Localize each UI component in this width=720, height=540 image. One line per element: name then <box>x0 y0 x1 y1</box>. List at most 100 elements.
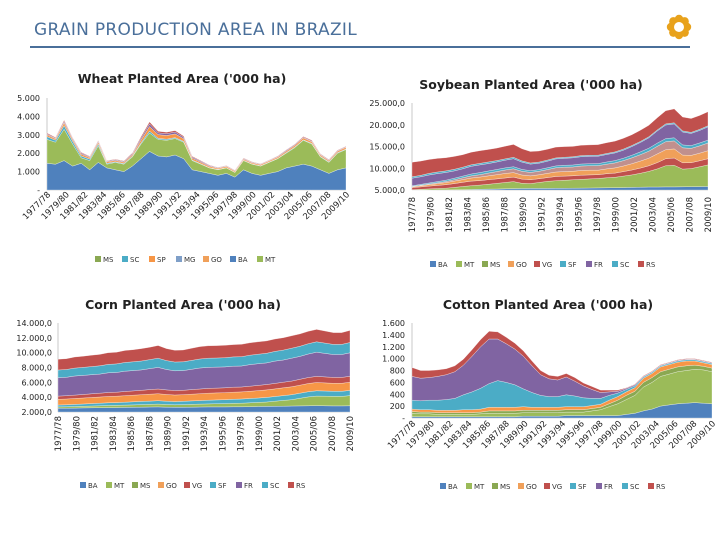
soybean-legend-swatch <box>612 261 618 267</box>
soybean-chart-title: Soybean Planted Area ('000 ha) <box>419 77 643 92</box>
wheat-legend-label: MG <box>184 256 195 264</box>
wheat-legend-label: SP <box>157 256 166 264</box>
soybean-legend-label: SC <box>620 261 629 269</box>
cotton-ytick-label: 1.400 <box>382 331 405 340</box>
cotton-ytick-label: 1.000 <box>382 355 405 364</box>
cotton-ytick-label: 800 <box>390 367 405 376</box>
cotton-legend-swatch <box>466 483 472 489</box>
soybean-xtick-label: 1999/00 <box>612 197 622 232</box>
wheat-chart: Wheat Planted Area ('000 ha) 5.000 4.000 3.… <box>17 71 352 264</box>
corn-legend-label: RS <box>296 482 306 490</box>
cotton-chart: Cotton Planted Area ('000 ha) 1.600 1.400 1… <box>382 297 718 491</box>
soybean-legend-swatch <box>560 261 566 267</box>
corn-chart: Corn Planted Area ('000 ha) 14.000,0 12.00… <box>16 297 356 490</box>
corn-xtick-label: 1999/00 <box>255 416 265 451</box>
corn-legend-swatch <box>262 482 268 488</box>
corn-chart-title: Corn Planted Area ('000 ha) <box>85 297 281 312</box>
wheat-legend-label: MT <box>265 256 276 264</box>
corn-xtick-label: 1977/78 <box>54 416 64 451</box>
corn-legend-swatch <box>210 482 216 488</box>
corn-legend-swatch <box>106 482 112 488</box>
corn-ytick-label: 6.000,0 <box>21 378 52 387</box>
wheat-legend-label: BA <box>238 256 248 264</box>
cotton-legend-swatch <box>518 483 524 489</box>
cotton-legend-label: MS <box>500 483 511 491</box>
cotton-legend-swatch <box>492 483 498 489</box>
soybean-legend-swatch <box>430 261 436 267</box>
wheat-chart-title: Wheat Planted Area ('000 ha) <box>78 71 287 86</box>
gear-flower-icon <box>666 14 692 40</box>
logo-petals <box>666 14 692 40</box>
soybean-legend-label: FR <box>594 261 603 269</box>
soybean-ytick-label: 15.000,0 <box>369 143 405 152</box>
cotton-legend-swatch <box>440 483 446 489</box>
corn-legend-label: BA <box>88 482 98 490</box>
corn-xtick-label: 1987/88 <box>145 416 155 451</box>
corn-xtick-label: 1991/92 <box>182 416 192 451</box>
cotton-ytick-label: 1.200 <box>382 343 405 352</box>
corn-xtick-label: 1989/90 <box>164 416 174 451</box>
soybean-xtick-label: 1991/92 <box>538 197 548 232</box>
wheat-ytick-label: 3.000 <box>17 131 40 140</box>
cotton-legend-label: VG <box>552 483 562 491</box>
wheat-legend-swatch <box>149 256 155 262</box>
cotton-ytick-label: 1.600 <box>382 319 405 328</box>
corn-ytick-label: 8.000,0 <box>21 364 52 373</box>
cotton-legend-swatch <box>544 483 550 489</box>
soybean-xtick-label: 2003/04 <box>649 197 659 232</box>
corn-xtick-label: 1995/96 <box>218 416 228 451</box>
cotton-legend-swatch <box>648 483 654 489</box>
soybean-legend-label: MT <box>464 261 475 269</box>
corn-area-sc <box>57 329 351 371</box>
corn-legend-label: SC <box>270 482 279 490</box>
soybean-legend-label: GO <box>516 261 527 269</box>
soybean-xtick-label: 1993/94 <box>556 197 566 232</box>
soybean-legend-swatch <box>456 261 462 267</box>
title-divider <box>30 46 690 48</box>
cotton-legend-label: SC <box>630 483 639 491</box>
cotton-chart-title: Cotton Planted Area ('000 ha) <box>443 297 653 312</box>
soybean-xtick-label: 1979/80 <box>427 197 437 232</box>
corn-legend-label: VG <box>192 482 202 490</box>
corn-xtick-label: 2009/10 <box>346 416 356 451</box>
soybean-legend-swatch <box>534 261 540 267</box>
wheat-legend-label: GO <box>211 256 222 264</box>
soybean-ytick-label: 25.000,0 <box>369 99 405 108</box>
corn-xtick-label: 1979/80 <box>72 416 82 451</box>
corn-xtick-label: 1983/84 <box>109 416 119 451</box>
corn-ytick-label: 4.000,0 <box>21 393 52 402</box>
soybean-xtick-label: 1985/86 <box>482 197 492 232</box>
corn-legend-swatch <box>132 482 138 488</box>
cotton-legend-label: MT <box>474 483 485 491</box>
wheat-ytick-label: 4.000 <box>17 112 40 121</box>
corn-legend-label: SF <box>218 482 226 490</box>
soybean-legend-swatch <box>508 261 514 267</box>
wheat-legend-label: SC <box>130 256 139 264</box>
soybean-area-rs <box>411 108 709 177</box>
wheat-legend-label: MS <box>103 256 114 264</box>
corn-ytick-label: 12.000,0 <box>16 334 52 343</box>
wheat-legend-swatch <box>122 256 128 262</box>
soybean-legend-label: SF <box>568 261 576 269</box>
soybean-xtick-label: 1977/78 <box>408 197 418 232</box>
soybean-legend-label: BA <box>438 261 448 269</box>
logo-center <box>674 22 684 32</box>
corn-xtick-label: 1997/98 <box>237 416 247 451</box>
soybean-chart: Soybean Planted Area ('000 ha) 25.000,0 20… <box>369 77 714 269</box>
soybean-ytick-label: 10.000,0 <box>369 164 405 173</box>
wheat-ytick-label: - <box>37 186 40 195</box>
soybean-xtick-label: 2007/08 <box>686 197 696 232</box>
cotton-ytick-label: 600 <box>390 378 405 387</box>
wheat-ytick-label: 1.000 <box>17 168 40 177</box>
wheat-legend-swatch <box>257 256 263 262</box>
cotton-ytick-label: 400 <box>390 390 405 399</box>
wheat-area-mg <box>46 119 347 171</box>
corn-xtick-label: 2003/04 <box>291 416 301 451</box>
soybean-legend-swatch <box>482 261 488 267</box>
cotton-legend-label: BA <box>448 483 458 491</box>
cotton-area-rs <box>411 331 713 393</box>
soybean-legend-swatch <box>586 261 592 267</box>
corn-legend-swatch <box>158 482 164 488</box>
cotton-legend-label: RS <box>656 483 666 491</box>
